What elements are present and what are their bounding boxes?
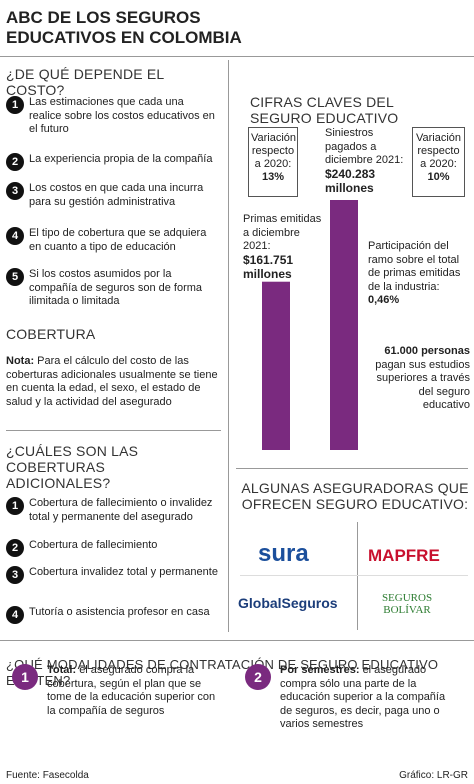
coverage-note: Nota: Para el cálculo del costo de las c… — [6, 355, 221, 409]
logo-mapfre: MAPFRE — [368, 546, 440, 565]
people-text: pagan sus estudios superiores a través d… — [375, 358, 470, 412]
item-number: 4 — [6, 227, 24, 245]
cost-heading: ¿DE QUÉ DEPENDE EL COSTO? — [6, 66, 164, 98]
credit: Gráfico: LR-GR — [399, 770, 468, 781]
item-number: 3 — [6, 182, 24, 200]
item-number: 2 — [6, 539, 24, 557]
divider — [6, 430, 221, 431]
bar-text: Siniestros pagados a diciembre 2021: — [325, 127, 404, 166]
title: ABC DE LOS SEGUROS EDUCATIVOS EN COLOMBI… — [6, 8, 242, 47]
item-text: Los costos en que cada una incurra para … — [29, 182, 204, 208]
item-number: 2 — [245, 664, 271, 690]
bar-label: Primas emitidas a diciembre 2021: $161.75… — [243, 213, 328, 283]
item-number: 4 — [6, 606, 24, 624]
variation-text: Variación respecto a 2020: — [251, 132, 297, 170]
variation-value: 10% — [427, 171, 450, 183]
divider — [357, 522, 358, 630]
note-label: Nota: — [6, 355, 35, 367]
item-text: La experiencia propia de la compañía — [29, 153, 213, 165]
bar — [330, 200, 358, 450]
bar-value-label: $161.751 millones — [243, 252, 294, 281]
item-body: el asegurado compra la cobertura, según … — [47, 664, 216, 717]
people: 61.000 personas pagan sus estudios super… — [375, 345, 470, 413]
note-text: Para el cálculo del costo de las cobertu… — [6, 355, 218, 408]
item-text: Cobertura invalidez total y permanente — [29, 566, 218, 578]
variation-value: 13% — [261, 171, 285, 183]
divider — [228, 60, 229, 632]
bar-chart — [262, 200, 358, 450]
people-value: 61.000 personas — [384, 345, 470, 357]
item-text: Si los costos asumidos por la compañía d… — [29, 268, 203, 307]
item-number: 2 — [6, 153, 24, 171]
item-text: Por semestres: el asegurado compra sólo … — [280, 664, 455, 732]
item-number: 5 — [6, 268, 24, 286]
item-label: Por semestres: — [280, 664, 360, 676]
item-number: 1 — [12, 664, 38, 690]
divider — [240, 575, 468, 576]
source: Fuente: Fasecolda — [6, 770, 89, 781]
variation-text: Variación respecto a 2020: — [415, 132, 462, 170]
bar-label: Siniestros pagados a diciembre 2021: $240… — [325, 127, 410, 197]
figures-heading: CIFRAS CLAVES DEL SEGURO EDUCATIVO — [250, 94, 399, 126]
participation: Participación del ramo sobre el total de… — [368, 240, 468, 308]
insurers-heading: ALGUNAS ASEGURADORAS QUE OFRECEN SEGURO … — [241, 480, 469, 512]
bar-text: Primas emitidas a diciembre 2021: — [243, 213, 322, 252]
variation-box: Variación respecto a 2020: 13% — [248, 127, 298, 197]
variation-box: Variación respecto a 2020: 10% — [412, 127, 465, 197]
logo-global: GlobalSeguros — [238, 595, 338, 611]
divider — [0, 56, 474, 57]
item-text: Cobertura de fallecimiento — [29, 539, 158, 551]
divider — [0, 640, 474, 641]
additional-heading: ¿CUÁLES SON LAS COBERTURAS ADICIONALES? — [6, 443, 139, 491]
bar-value-label: $240.283 millones — [325, 166, 376, 195]
logo-bolivar: SEGUROS BOLÍVAR — [381, 592, 433, 616]
coverage-heading: COBERTURA — [6, 326, 96, 342]
logo-sura: sura — [258, 540, 309, 567]
item-number: 1 — [6, 497, 24, 515]
participation-value: 0,46% — [368, 294, 400, 306]
item-text: Tutoría o asistencia profesor en casa — [29, 606, 210, 618]
item-text: Las estimaciones que cada una realice so… — [29, 96, 215, 135]
item-text: Cobertura de fallecimiento o invalidez t… — [29, 497, 213, 523]
item-number: 3 — [6, 566, 24, 584]
item-number: 1 — [6, 96, 24, 114]
participation-text: Participación del ramo sobre el total de… — [368, 240, 461, 293]
divider — [236, 468, 468, 469]
item-label: Total: — [47, 664, 77, 676]
item-text: El tipo de cobertura que se adquiera en … — [29, 227, 207, 253]
bar — [262, 281, 290, 450]
item-text: Total: el asegurado compra la cobertura,… — [47, 664, 222, 718]
item-body: el asegurado compra sólo una parte de la… — [280, 664, 446, 730]
